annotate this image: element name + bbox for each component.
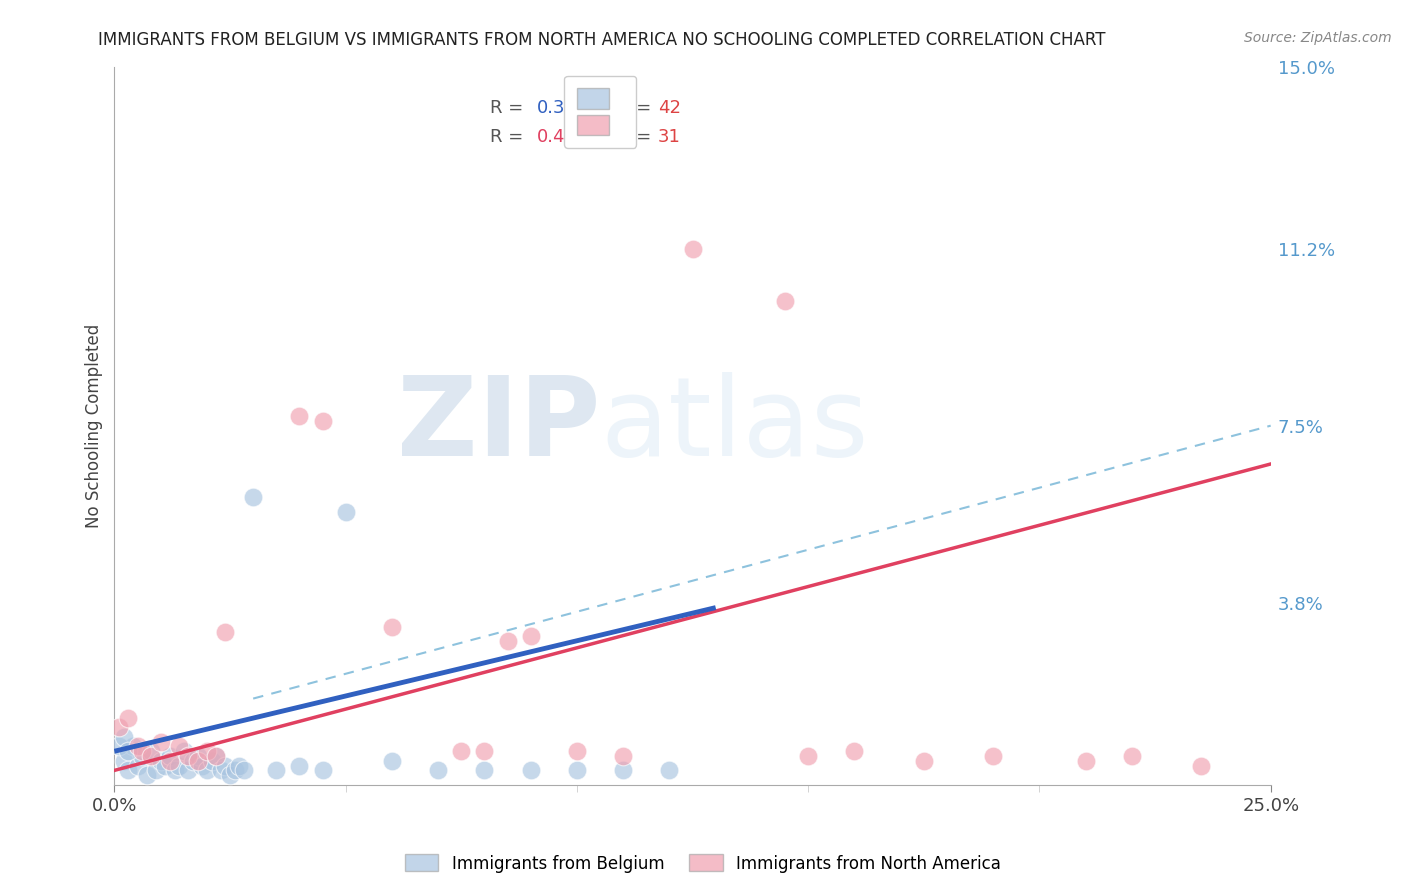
Point	[127, 758, 149, 772]
Point	[117, 744, 139, 758]
Point	[167, 758, 190, 772]
Point	[131, 744, 153, 758]
Point	[612, 749, 634, 764]
Point	[112, 730, 135, 744]
Text: N =: N =	[617, 128, 658, 145]
Point	[381, 620, 404, 634]
Text: IMMIGRANTS FROM BELGIUM VS IMMIGRANTS FROM NORTH AMERICA NO SCHOOLING COMPLETED : IMMIGRANTS FROM BELGIUM VS IMMIGRANTS FR…	[98, 31, 1107, 49]
Point	[1121, 749, 1143, 764]
Point	[242, 491, 264, 505]
Point	[159, 749, 181, 764]
Point	[773, 294, 796, 309]
Y-axis label: No Schooling Completed: No Schooling Completed	[86, 324, 103, 528]
Text: N =: N =	[617, 99, 658, 117]
Point	[682, 242, 704, 256]
Point	[135, 768, 157, 782]
Point	[141, 749, 163, 764]
Point	[474, 764, 496, 778]
Point	[224, 764, 246, 778]
Point	[195, 744, 218, 758]
Point	[117, 711, 139, 725]
Point	[195, 764, 218, 778]
Point	[145, 764, 167, 778]
Point	[177, 749, 200, 764]
Point	[335, 505, 357, 519]
Point	[159, 754, 181, 768]
Point	[205, 749, 228, 764]
Point	[228, 758, 250, 772]
Point	[209, 764, 232, 778]
Point	[266, 764, 288, 778]
Point	[519, 629, 541, 643]
Text: 31: 31	[658, 128, 681, 145]
Point	[131, 749, 153, 764]
Point	[122, 739, 145, 754]
Point	[214, 758, 236, 772]
Point	[173, 744, 195, 758]
Point	[797, 749, 820, 764]
Point	[149, 734, 172, 748]
Text: R =: R =	[491, 128, 529, 145]
Point	[519, 764, 541, 778]
Point	[177, 764, 200, 778]
Point	[112, 754, 135, 768]
Point	[912, 754, 935, 768]
Point	[658, 764, 681, 778]
Point	[127, 739, 149, 754]
Point	[565, 744, 588, 758]
Point	[311, 414, 333, 428]
Text: Source: ZipAtlas.com: Source: ZipAtlas.com	[1244, 31, 1392, 45]
Text: ZIP: ZIP	[396, 372, 600, 479]
Text: 0.414: 0.414	[537, 128, 588, 145]
Text: R =: R =	[491, 99, 529, 117]
Point	[612, 764, 634, 778]
Point	[205, 749, 228, 764]
Point	[200, 754, 222, 768]
Point	[288, 758, 311, 772]
Text: atlas: atlas	[600, 372, 869, 479]
Text: 42: 42	[658, 99, 681, 117]
Point	[108, 739, 131, 754]
Point	[1189, 758, 1212, 772]
Point	[288, 409, 311, 423]
Point	[219, 768, 242, 782]
Point	[844, 744, 866, 758]
Point	[187, 754, 209, 768]
Point	[163, 764, 186, 778]
Point	[191, 758, 214, 772]
Point	[181, 754, 204, 768]
Point	[311, 764, 333, 778]
Point	[141, 744, 163, 758]
Point	[214, 624, 236, 639]
Point	[981, 749, 1004, 764]
Point	[427, 764, 450, 778]
Point	[149, 754, 172, 768]
Point	[1074, 754, 1097, 768]
Point	[117, 764, 139, 778]
Legend: Immigrants from Belgium, Immigrants from North America: Immigrants from Belgium, Immigrants from…	[398, 847, 1008, 880]
Point	[474, 744, 496, 758]
Point	[450, 744, 472, 758]
Legend: , : ,	[564, 76, 636, 148]
Point	[496, 634, 519, 648]
Point	[187, 749, 209, 764]
Point	[565, 764, 588, 778]
Point	[381, 754, 404, 768]
Point	[108, 720, 131, 734]
Point	[232, 764, 254, 778]
Point	[155, 758, 177, 772]
Text: 0.351: 0.351	[537, 99, 588, 117]
Point	[167, 739, 190, 754]
